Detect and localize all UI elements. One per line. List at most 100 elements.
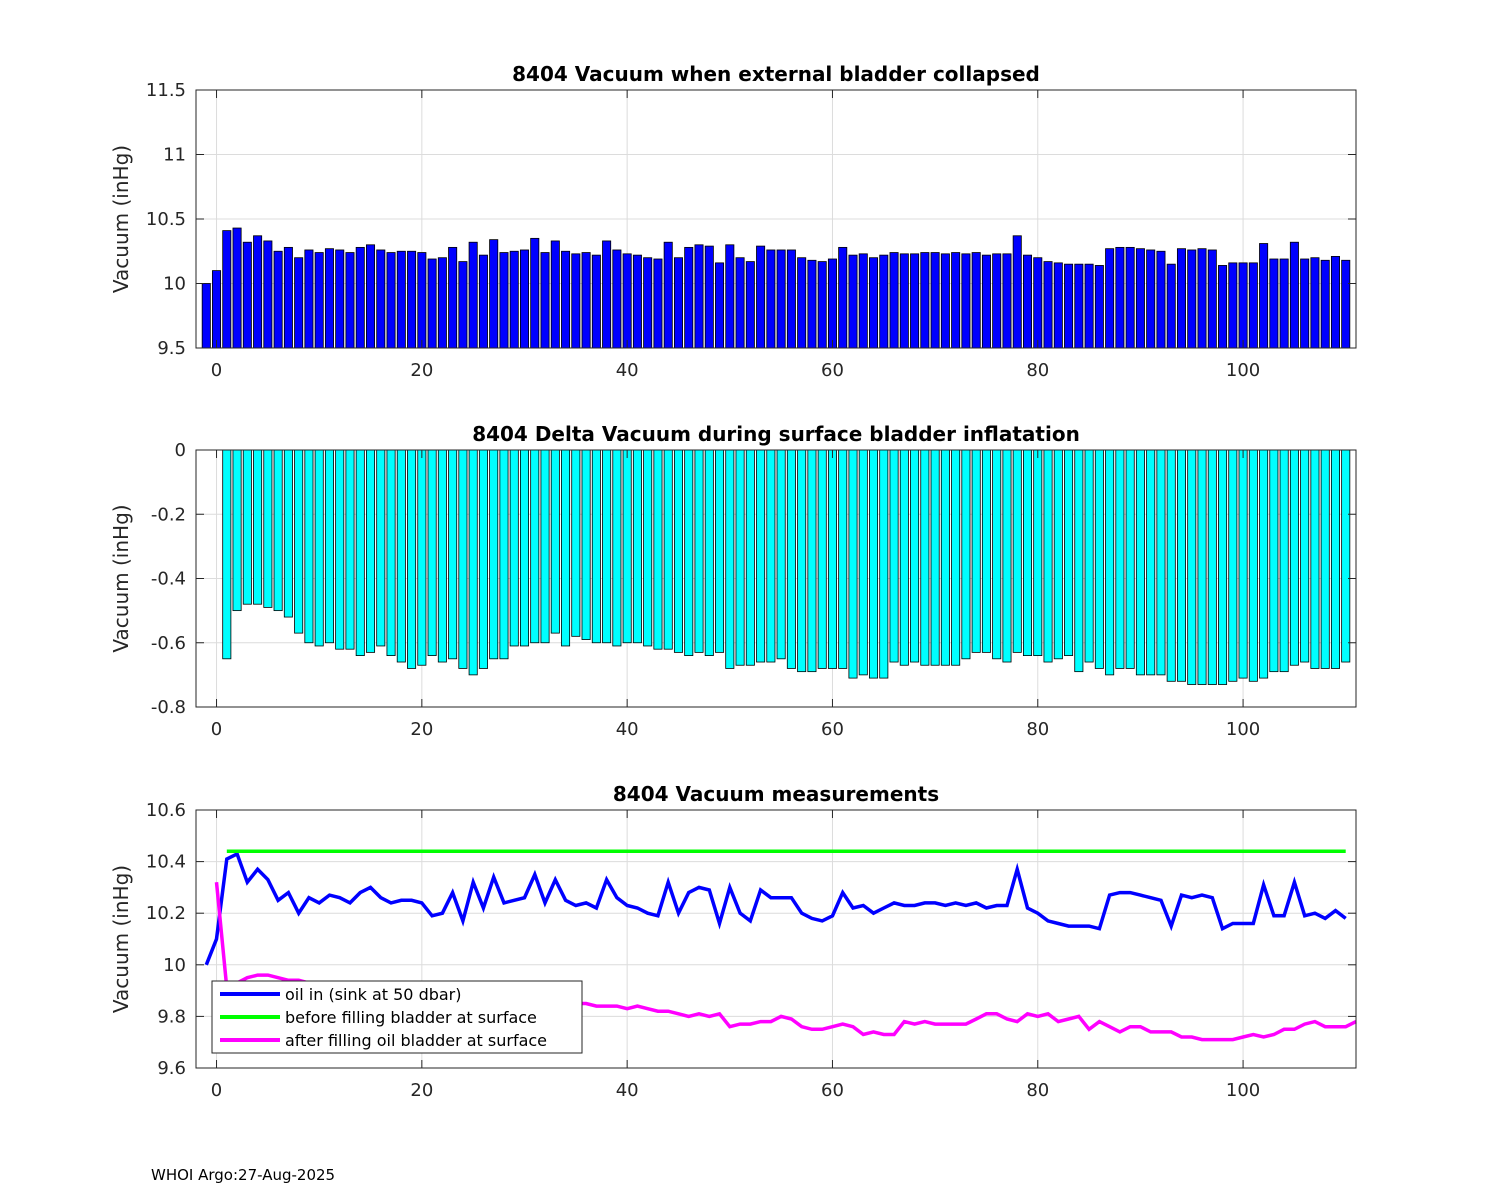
y-axis-label: Vacuum (inHg): [109, 865, 133, 1013]
x-tick-label: 80: [1026, 719, 1049, 740]
y-tick-label: 9.5: [157, 338, 186, 359]
bar: [838, 449, 848, 669]
bar: [1218, 265, 1228, 349]
bar: [1259, 449, 1269, 679]
bar: [437, 449, 447, 663]
bar: [386, 252, 396, 349]
bar: [756, 245, 766, 349]
chart-title: 8404 Vacuum when external bladder collap…: [512, 62, 1040, 86]
bar: [673, 257, 683, 349]
x-tick-label: 60: [821, 360, 844, 381]
x-tick-label: 40: [616, 1080, 639, 1101]
bar: [992, 253, 1002, 349]
bar: [1146, 249, 1156, 349]
bar: [1084, 449, 1094, 663]
bar: [981, 254, 991, 349]
bar: [273, 250, 283, 349]
bar: [232, 449, 242, 612]
bar: [971, 252, 981, 349]
bar: [1125, 449, 1135, 669]
bar: [827, 449, 837, 669]
bar: [283, 449, 293, 618]
bar: [899, 253, 909, 349]
bar: [540, 252, 550, 349]
bar: [396, 250, 406, 349]
bar: [489, 449, 499, 660]
bar: [1033, 449, 1043, 657]
bar: [715, 262, 725, 349]
bar: [1074, 263, 1084, 349]
bar: [519, 449, 530, 647]
bar: [684, 449, 694, 657]
bar: [253, 449, 263, 605]
bar: [1176, 248, 1186, 349]
bar: [1207, 249, 1217, 349]
bar: [366, 449, 376, 653]
bar: [869, 449, 879, 679]
bar: [1156, 250, 1166, 349]
axes-box: [195, 809, 1357, 1069]
bar: [1197, 449, 1207, 685]
bar: [663, 449, 673, 650]
bar: [622, 253, 632, 349]
bar: [1259, 243, 1269, 349]
bar: [971, 449, 981, 653]
y-tick-label: -0.6: [151, 633, 186, 654]
bar: [910, 449, 920, 663]
bar: [366, 244, 376, 349]
bar: [396, 449, 406, 663]
legend-label-0: oil in (sink at 50 dbar): [285, 985, 462, 1004]
bar: [468, 241, 478, 349]
bar: [1238, 262, 1248, 349]
bar: [807, 259, 817, 349]
bar: [1002, 449, 1012, 663]
bar: [509, 250, 519, 349]
bar: [1074, 449, 1084, 673]
bar: [1115, 449, 1125, 669]
bar: [1330, 256, 1340, 349]
bar: [1248, 449, 1258, 682]
bar: [786, 449, 796, 669]
bar: [1043, 449, 1053, 663]
bar: [1289, 449, 1299, 666]
bar: [1012, 449, 1022, 653]
bar: [1002, 253, 1012, 349]
bar: [1105, 248, 1115, 349]
bar: [735, 257, 745, 349]
bar: [1125, 246, 1135, 349]
bar: [1115, 246, 1125, 349]
bar: [745, 261, 755, 349]
bar: [478, 254, 488, 349]
bar: [376, 449, 386, 647]
x-tick-label: 20: [410, 1080, 433, 1101]
bar: [920, 252, 930, 349]
bar: [1166, 263, 1176, 349]
bar: [1218, 449, 1228, 685]
bar: [1187, 249, 1197, 349]
bar: [632, 449, 642, 644]
bar: [335, 249, 345, 349]
bar: [622, 449, 632, 644]
bar: [940, 253, 950, 349]
bar: [242, 449, 252, 605]
bar: [561, 449, 571, 647]
bar: [910, 253, 920, 349]
bar: [345, 252, 355, 349]
bar: [314, 449, 324, 647]
bar: [1053, 262, 1063, 349]
bar: [725, 244, 735, 349]
bar: [499, 252, 509, 349]
bar: [694, 449, 704, 653]
bar: [324, 449, 334, 644]
bar: [602, 240, 612, 349]
x-tick-label: 40: [616, 719, 639, 740]
bar: [745, 449, 755, 666]
bar: [807, 449, 817, 673]
bar: [1166, 449, 1176, 682]
bar: [222, 449, 232, 660]
bar: [1197, 248, 1207, 349]
x-tick-label: 20: [410, 719, 433, 740]
bar: [253, 235, 263, 349]
bar: [581, 252, 591, 349]
bar: [602, 449, 612, 644]
